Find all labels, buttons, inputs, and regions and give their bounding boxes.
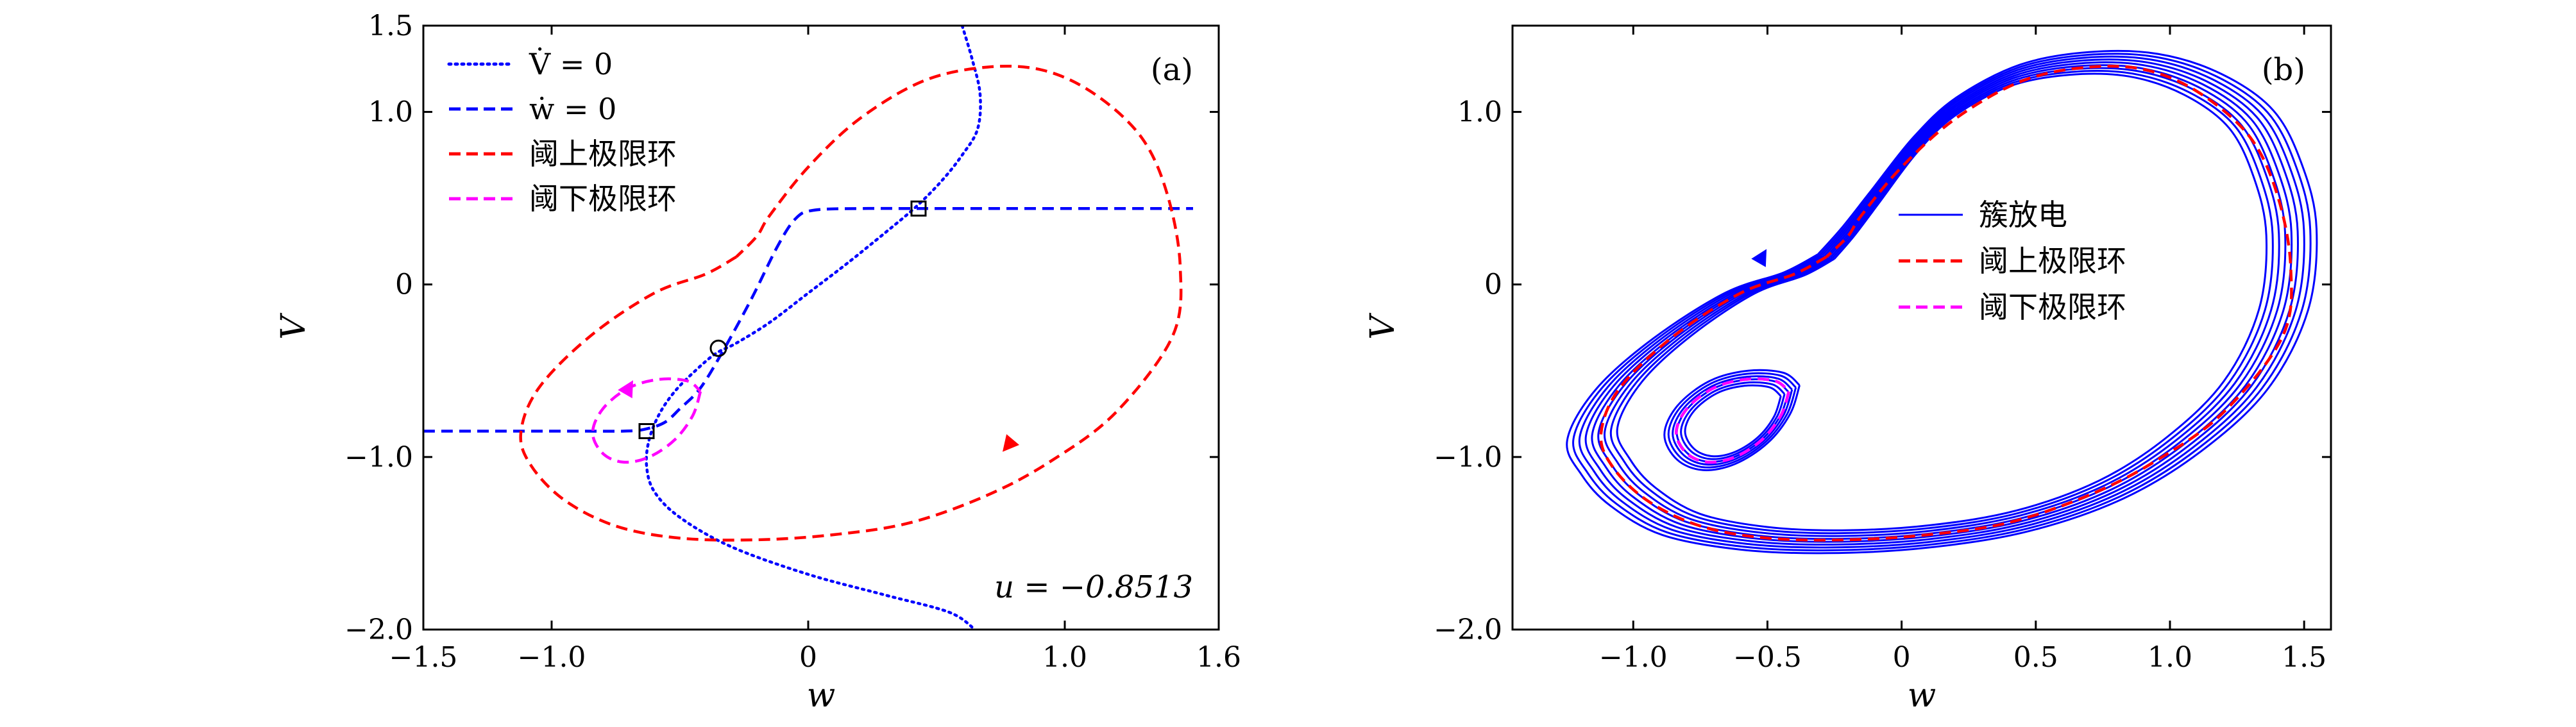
direction-arrow-icon: [1751, 249, 1767, 267]
x-tick-label: 1.6: [1196, 641, 1241, 674]
y-tick-label: −2.0: [1434, 614, 1502, 646]
panel-a-label: (a): [1151, 52, 1193, 88]
y-tick-label: −1.0: [344, 441, 413, 474]
panel-b-y-axis-label: V: [1364, 313, 1402, 340]
panel-a-x-axis-label: w: [807, 676, 836, 715]
panel-a-frame: [422, 24, 1220, 631]
series-line-0: [645, 26, 982, 630]
y-tick-label: −1.0: [1434, 441, 1502, 474]
burst-inner-loop: [1684, 384, 1782, 458]
panel-b-label: (b): [2262, 52, 2305, 88]
legend-label: 阈上极限环: [1979, 244, 2126, 278]
x-tick-label: −1.5: [389, 641, 458, 674]
burst-loop: [1597, 64, 2287, 540]
legend-label: 阈上极限环: [529, 137, 677, 171]
panel-a-markers: [618, 200, 1020, 452]
y-tick-label: 0: [395, 269, 413, 301]
legend-label: 簇放电: [1979, 197, 2067, 232]
x-tick-label: −1.0: [518, 641, 586, 674]
series-line-2: [519, 64, 1183, 542]
y-tick-label: 1.5: [368, 10, 413, 42]
equilibrium-square-marker: [638, 422, 655, 439]
burst-loop: [1603, 67, 2280, 537]
series-line-1: [423, 206, 1193, 433]
x-tick-label: −0.5: [1733, 641, 1802, 674]
series-line-3: [591, 377, 702, 464]
burst-loop: [1578, 55, 2305, 549]
equilibrium-square-marker: [910, 200, 927, 217]
y-tick-label: 0: [1484, 269, 1502, 301]
burst-inner-loop: [1667, 372, 1797, 469]
x-tick-label: 1.0: [2148, 641, 2192, 674]
burst-loop: [1584, 58, 2299, 546]
burst-loop: [1566, 49, 2318, 555]
legend-label: 阈下极限环: [529, 181, 677, 216]
series-line-2: [1674, 377, 1791, 464]
panel-b-x-axis-label: w: [1908, 676, 1936, 715]
panel-a-annotation: u = −0.8513: [994, 569, 1193, 605]
burst-inner-loop: [1663, 369, 1801, 471]
legend-label: ẇ = 0: [529, 92, 616, 126]
x-tick-label: 0: [799, 641, 817, 674]
panel-a-curves: [423, 26, 1193, 630]
burst-loop: [1609, 69, 2274, 535]
y-tick-label: 1.0: [368, 96, 413, 129]
x-tick-label: 0: [1893, 641, 1911, 674]
x-tick-label: 0.5: [2013, 641, 2058, 674]
panel-b-ticks: −1.0 −0.5 0 0.5 1.0 1.5 −2.0 −1.0 0 1.0: [1434, 26, 2331, 674]
panel-a-ticks: −1.5 −1.0 0 1.0 1.6 −2.0 −1.0 0 1.0 1.5: [344, 10, 1241, 674]
direction-arrow-icon: [1003, 434, 1020, 452]
panel-a: −1.5 −1.0 0 1.0 1.6 −2.0 −1.0 0 1.0 1.5 w V (a) u…: [275, 10, 1241, 715]
direction-arrow-icon: [618, 380, 633, 399]
panel-b: −1.0 −0.5 0 0.5 1.0 1.5 −2.0 −1.0 0 1.0 w V (b) 簇…: [1364, 24, 2332, 715]
series-line-1: [1599, 64, 2293, 542]
x-tick-label: −1.0: [1599, 641, 1668, 674]
panel-b-curves: [1566, 49, 2318, 555]
panel-a-y-axis-label: V: [275, 313, 313, 340]
x-tick-label: 1.0: [1042, 641, 1087, 674]
panel-b-markers: [1751, 249, 1767, 267]
burst-loop: [1572, 53, 2312, 551]
legend-label: 阈下极限环: [1979, 290, 2126, 324]
x-tick-label: 1.5: [2282, 641, 2326, 674]
legend-label: V̇ = 0: [529, 47, 613, 81]
panel-b-frame: [1511, 24, 2332, 631]
burst-inner-loop: [1680, 381, 1786, 460]
y-tick-label: 1.0: [1457, 96, 1502, 129]
burst-inner-loop: [1672, 375, 1793, 466]
y-tick-label: −2.0: [344, 614, 413, 646]
equilibrium-circle-marker: [709, 339, 727, 357]
